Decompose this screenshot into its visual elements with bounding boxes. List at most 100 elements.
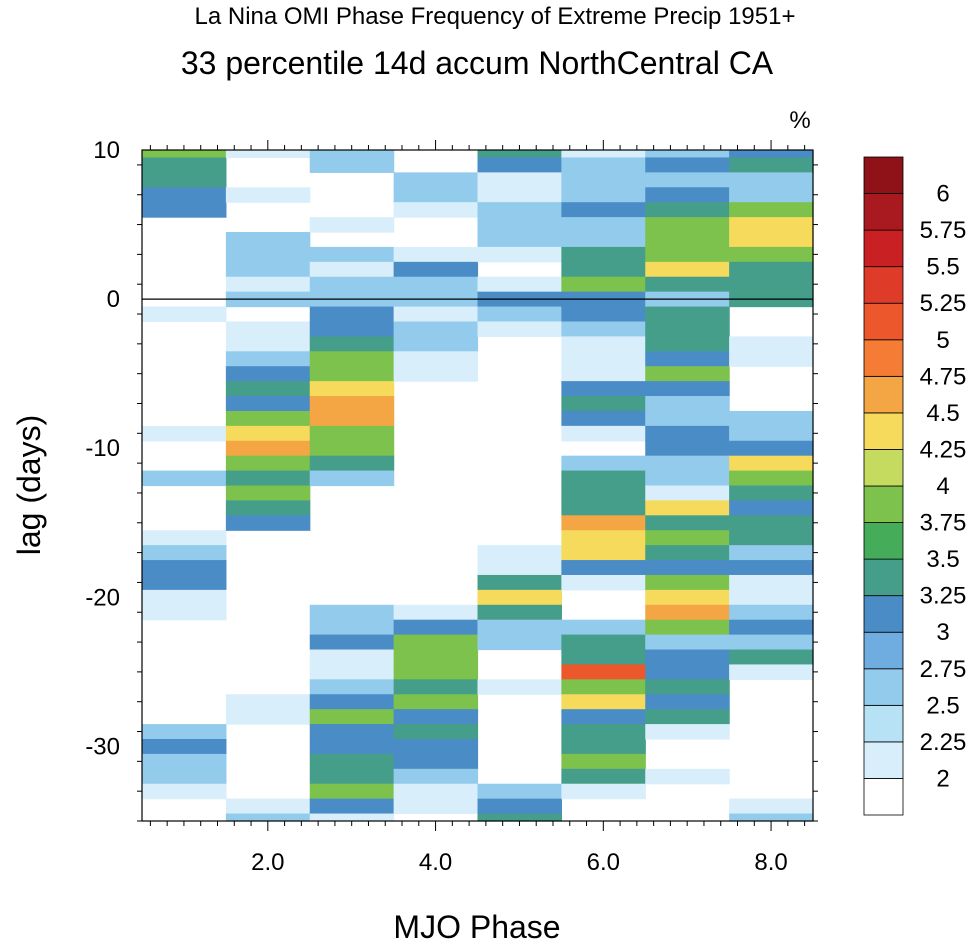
heatmap-cell [729, 560, 814, 576]
heatmap-cell [477, 321, 562, 337]
heatmap-cell [645, 440, 730, 457]
heatmap-cell [393, 187, 479, 203]
heatmap-cell [645, 187, 730, 203]
colorbar-label: 3.25 [920, 583, 967, 610]
heatmap-cell [561, 217, 646, 233]
heatmap-cell [561, 321, 646, 337]
heatmap-cell [393, 798, 479, 815]
x-tick-label: 8.0 [754, 849, 787, 876]
heatmap-cell [309, 261, 395, 278]
heatmap-cell [645, 306, 730, 323]
heatmap-cell [645, 261, 730, 278]
heatmap-cell [309, 306, 395, 323]
heatmap-cell [309, 410, 395, 427]
heatmap-cell [477, 232, 562, 248]
heatmap-cell [729, 634, 814, 651]
heatmap-cell [477, 217, 562, 233]
heatmap-cell [729, 217, 814, 233]
heatmap-cell [645, 157, 730, 173]
heatmap-cell [477, 679, 562, 695]
heatmap-cell [729, 336, 814, 352]
heatmap-cell [645, 724, 730, 740]
heatmap-cell [393, 366, 479, 382]
heatmap-cell [225, 455, 311, 472]
heatmap-cell [309, 246, 395, 263]
heatmap-cell [477, 813, 562, 822]
heatmap-cell [477, 634, 562, 651]
colorbar-swatch [863, 412, 904, 450]
heatmap-cell [309, 440, 395, 457]
heatmap-cell [729, 276, 814, 293]
heatmap-cell [225, 798, 311, 815]
heatmap-cell [729, 455, 814, 472]
colorbar-label: 3.5 [926, 546, 959, 573]
heatmap-cell [393, 276, 479, 293]
heatmap-cell [645, 351, 730, 367]
heatmap-cell [561, 560, 646, 576]
heatmap-cell [645, 172, 730, 188]
heatmap-cell [477, 276, 562, 293]
heatmap-cell [645, 246, 730, 263]
heatmap-cell [561, 150, 646, 159]
heatmap-cell [645, 396, 730, 412]
heatmap-cell [729, 530, 814, 546]
heatmap-cell [142, 150, 227, 159]
heatmap-cell [393, 664, 479, 680]
heatmap-cell [561, 232, 646, 248]
heatmap-cell [561, 709, 646, 725]
heatmap-cell [142, 545, 227, 561]
x-tick-label: 2.0 [251, 849, 284, 876]
heatmap-cell [225, 381, 311, 397]
heatmap-cell [477, 589, 562, 606]
colorbar-label: 4 [936, 473, 949, 500]
colorbar-label: 4.75 [920, 363, 967, 390]
heatmap-cell [225, 410, 311, 427]
colorbar-swatch [863, 266, 904, 304]
colorbar-label: 3.75 [920, 510, 967, 537]
heatmap-cell [225, 396, 311, 412]
heatmap-cell [729, 485, 814, 502]
heatmap-cell [309, 425, 395, 442]
colorbar-swatch [863, 229, 904, 268]
heatmap-cell [309, 768, 395, 785]
heatmap-cell [393, 634, 479, 651]
heatmap-cell [561, 783, 646, 800]
colorbar-swatch [863, 558, 904, 597]
heatmap-cell [142, 425, 227, 442]
heatmap-cells [142, 150, 814, 822]
heatmap-cell [309, 336, 395, 352]
x-tick-label: 4.0 [419, 849, 452, 876]
plot-border [141, 149, 814, 822]
heatmap-cell [561, 351, 646, 367]
plot-frame [141, 149, 814, 822]
heatmap-cell [561, 485, 646, 502]
heatmap-cell [309, 694, 395, 710]
heatmap-cell [729, 157, 814, 173]
heatmap-cell [561, 336, 646, 352]
y-tick-label: 10 [93, 137, 120, 164]
heatmap-cell [225, 470, 311, 487]
heatmap-cell [142, 306, 227, 323]
heatmap-cell [645, 232, 730, 248]
colorbar-label: 5 [936, 327, 949, 354]
heatmap-cell [645, 500, 730, 516]
heatmap-cell [225, 500, 311, 516]
heatmap-cell [225, 336, 311, 352]
heatmap-cell [729, 440, 814, 457]
heatmap-cell [393, 679, 479, 695]
heatmap-cell [393, 724, 479, 740]
heatmap-cell [309, 381, 395, 397]
heatmap-cell [561, 187, 646, 203]
heatmap-cell [393, 202, 479, 218]
heatmap-cell [393, 709, 479, 725]
heatmap-cell [142, 187, 227, 203]
colorbar-label: 3 [936, 619, 949, 646]
heatmap-cell [225, 425, 311, 442]
heatmap-cell [729, 798, 814, 815]
heatmap-cell [729, 500, 814, 516]
colorbar-swatch [863, 485, 904, 523]
x-axis-ticks: 2.0 4.0 6.0 8.0 [149, 140, 806, 876]
heatmap-cell [561, 381, 646, 397]
heatmap-cell [729, 410, 814, 427]
colorbar-swatch [863, 704, 904, 743]
